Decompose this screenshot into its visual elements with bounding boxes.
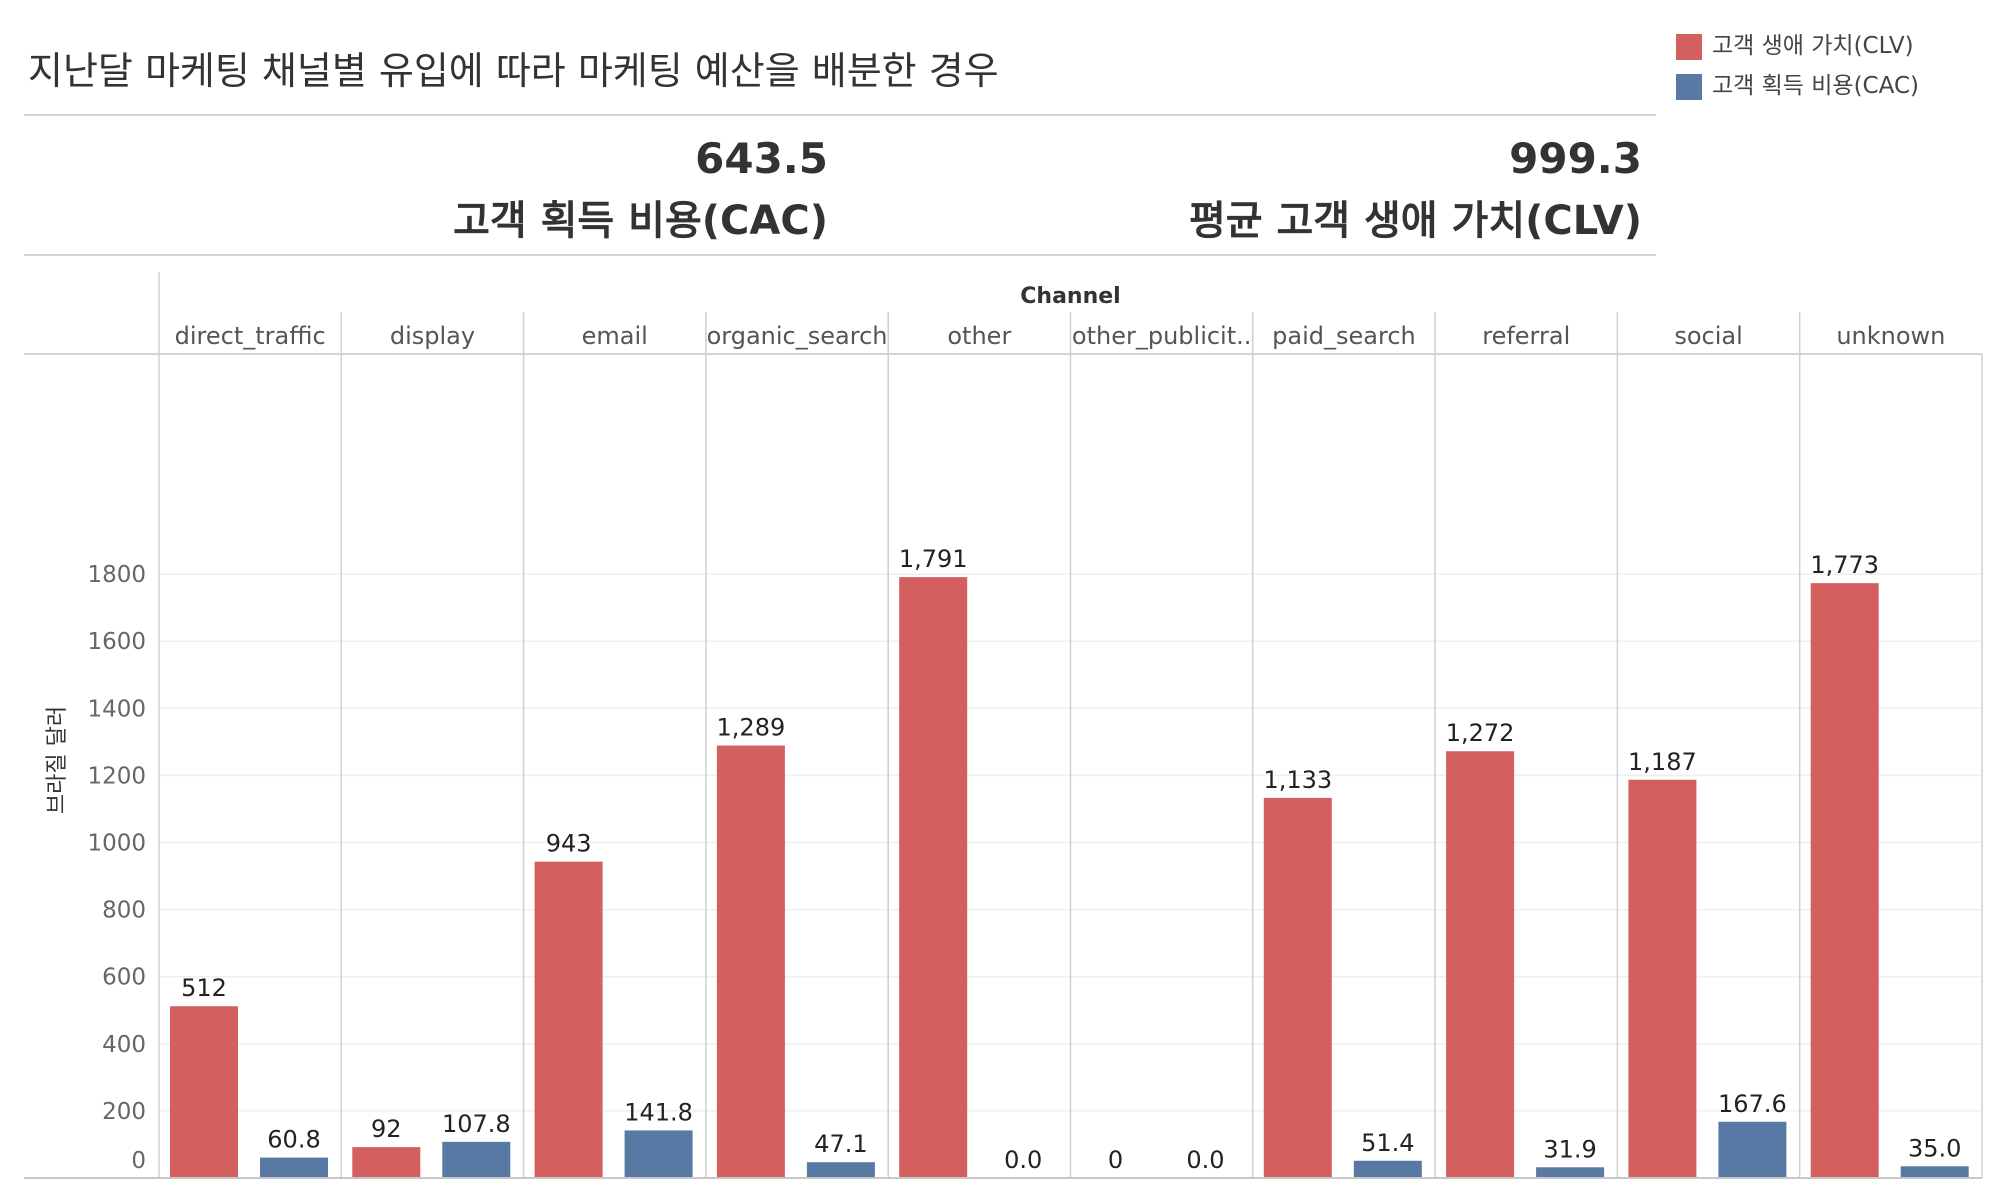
kpi-clv-value: 999.3 [1509, 134, 1642, 183]
legend-item-cac[interactable]: 고객 획득 비용(CAC) [1676, 66, 1919, 100]
y-tick-label: 1800 [87, 562, 146, 588]
kpi-cac-label: 고객 획득 비용(CAC) [453, 198, 828, 244]
title-divider [24, 114, 1656, 116]
bar [899, 577, 968, 1178]
data-label: 31.9 [1543, 1135, 1596, 1163]
data-label: 0 [1108, 1146, 1123, 1174]
y-tick-label: 1600 [87, 629, 146, 655]
channel-header: Channel [1020, 284, 1120, 309]
bar [716, 745, 785, 1178]
data-label: 1,773 [1810, 551, 1879, 579]
data-label: 51.4 [1361, 1129, 1414, 1157]
bar [1353, 1160, 1422, 1178]
y-tick-label: 800 [102, 898, 146, 924]
data-label: 92 [371, 1115, 402, 1143]
data-label: 512 [181, 974, 227, 1002]
legend-swatch-cac [1676, 73, 1702, 100]
category-label: direct_traffic [175, 322, 326, 350]
data-label: 1,289 [717, 714, 786, 742]
data-label: 1,791 [899, 545, 968, 573]
bar [1263, 797, 1332, 1178]
y-tick-label: 400 [102, 1032, 146, 1058]
legend-swatch-clv [1676, 33, 1702, 60]
data-label: 943 [546, 830, 592, 858]
bar [1718, 1121, 1787, 1178]
data-label: 35.0 [1908, 1134, 1961, 1162]
y-tick-label: 600 [102, 965, 146, 991]
data-label: 1,133 [1263, 766, 1332, 794]
kpi-cac-value: 643.5 [695, 134, 828, 183]
bar [260, 1157, 328, 1178]
bar [1536, 1167, 1605, 1178]
y-tick-label: 1200 [87, 763, 146, 789]
bar [1900, 1166, 1969, 1178]
y-tick-label: 1000 [87, 831, 146, 857]
category-label: referral [1482, 322, 1570, 350]
category-label: unknown [1836, 322, 1945, 350]
bar [170, 1006, 238, 1178]
data-label: 1,187 [1628, 748, 1697, 776]
bar [1628, 779, 1697, 1178]
legend-label-clv: 고객 생애 가치(CLV) [1712, 33, 1914, 59]
bar [534, 861, 603, 1178]
category-label: email [582, 322, 648, 350]
data-label: 0.0 [1004, 1146, 1042, 1174]
y-tick-label: 1400 [87, 696, 146, 722]
kpi-divider [24, 254, 1656, 256]
legend-label-cac: 고객 획득 비용(CAC) [1712, 73, 1919, 99]
bar [1446, 751, 1515, 1178]
category-label: organic_search [707, 322, 888, 350]
page-title: 지난달 마케팅 채널별 유입에 따라 마케팅 예산을 배분한 경우 [28, 49, 999, 93]
category-label: other [947, 322, 1011, 350]
kpi-clv-label: 평균 고객 생애 가치(CLV) [1188, 198, 1642, 244]
category-label: social [1674, 322, 1742, 350]
data-label: 1,272 [1446, 719, 1515, 747]
bar [806, 1162, 875, 1178]
bar [624, 1130, 693, 1178]
category-label: paid_search [1272, 322, 1416, 350]
legend-item-clv[interactable]: 고객 생애 가치(CLV) [1676, 26, 1914, 60]
y-axis-label: 브라질 달러 [45, 706, 70, 814]
bar [1810, 583, 1879, 1178]
category-label: other_publicit.. [1072, 322, 1251, 350]
data-label: 60.8 [267, 1126, 320, 1154]
bar [352, 1147, 421, 1178]
y-tick-label: 0 [131, 1148, 146, 1174]
category-label: display [390, 322, 475, 350]
bar [442, 1141, 511, 1178]
data-label: 167.6 [1718, 1090, 1787, 1118]
data-label: 47.1 [814, 1130, 867, 1158]
data-label: 0.0 [1186, 1146, 1224, 1174]
data-label: 107.8 [442, 1110, 511, 1138]
y-tick-label: 200 [102, 1099, 146, 1125]
data-label: 141.8 [624, 1098, 693, 1126]
